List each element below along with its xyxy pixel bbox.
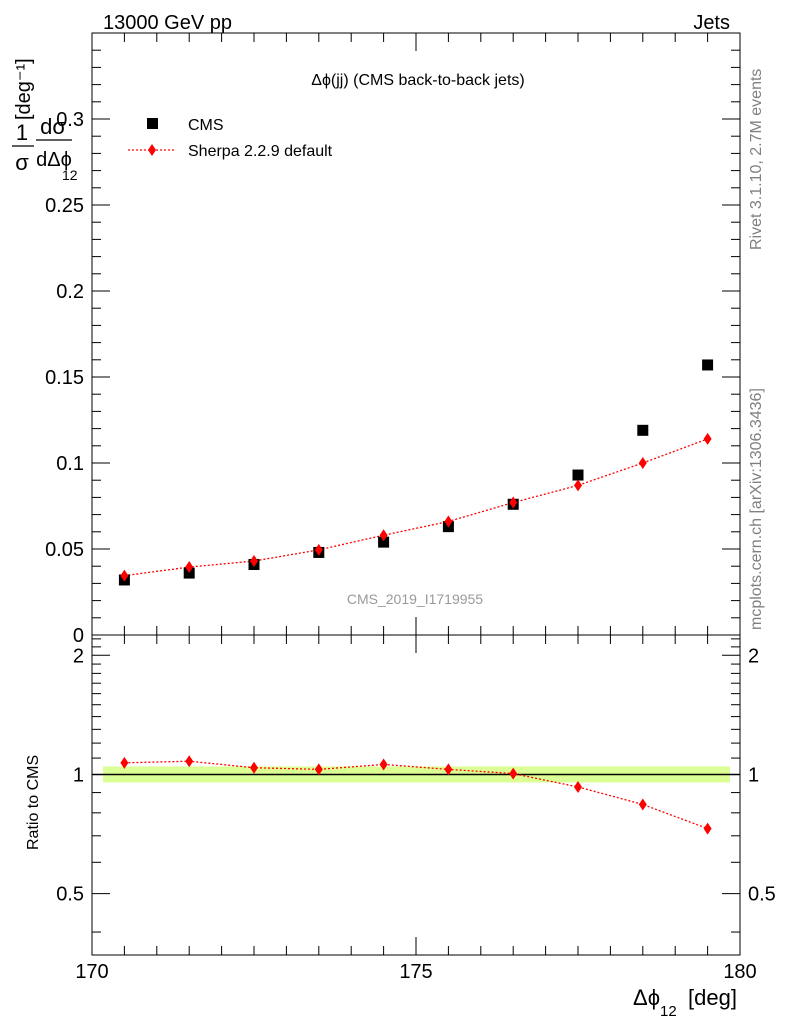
ratio-panel: 0.5 0.51 12 2 Ratio to CMS 170 175 180 Δϕ 12 … — [25, 634, 776, 1020]
ratio-ytick-label-right: 0.5 — [748, 884, 776, 906]
main-panel: 0 0.05 0.1 0.15 0.2 0.25 0.3 Δϕ(jj) (CMS back-… — [12, 32, 741, 647]
analysis-watermark: CMS_2019_I1719955 — [347, 591, 483, 607]
sherpa-point — [379, 529, 388, 542]
ylabel-numerator: 1 — [16, 120, 28, 145]
x-tick-labels: 170 175 180 — [75, 961, 756, 983]
sherpa-point — [120, 569, 129, 582]
sherpa-point — [314, 543, 323, 556]
sherpa-point — [638, 457, 647, 469]
cms-point — [572, 469, 584, 481]
ratio-sherpa-point — [250, 761, 258, 774]
ratio-series — [120, 755, 712, 835]
xlabel-unit: [deg] — [688, 985, 737, 1010]
header-right: Jets — [693, 12, 730, 34]
legend-sherpa-marker — [148, 144, 156, 156]
ratio-ytick-label-right: 1 — [748, 764, 759, 786]
main-y-tick-labels: 0 0.05 0.1 0.15 0.2 0.25 0.3 — [45, 109, 84, 647]
ratio-ytick-label-left: 1 — [73, 764, 84, 786]
ratio-sherpa-point — [379, 758, 388, 771]
ratio-sherpa-point — [574, 780, 582, 793]
xlabel-main: Δϕ — [633, 985, 660, 1010]
ratio-ytick-label-left: 2 — [73, 645, 84, 667]
sherpa-point — [250, 555, 258, 568]
sherpa-point — [509, 496, 518, 509]
main-ytick-label: 0.15 — [45, 367, 84, 389]
ratio-sherpa-point — [703, 822, 712, 835]
legend-cms-marker — [147, 118, 158, 129]
cms-point — [637, 424, 649, 436]
ratio-sherpa-point — [120, 756, 129, 769]
mcplots-label: mcplots.cern.ch [arXiv:1306.3436] — [748, 388, 765, 630]
sherpa-line — [124, 438, 708, 577]
x-tick-label: 175 — [399, 961, 432, 983]
ratio-y-tick-labels: 0.5 0.5 1 1 2 2 — [56, 645, 776, 905]
sherpa-point — [185, 561, 194, 574]
main-series — [118, 359, 714, 586]
sherpa-point — [574, 479, 582, 492]
ratio-ytick-label-left: 0.5 — [56, 884, 84, 906]
ratio-sherpa-line — [124, 760, 708, 830]
ylabel-denominator: σ — [15, 150, 29, 175]
main-ytick-label: 0.25 — [45, 195, 84, 217]
x-tick-label: 180 — [723, 961, 756, 983]
ratio-sherpa-point — [444, 763, 453, 776]
ylabel-unit: [deg⁻¹] — [13, 58, 35, 120]
cms-point — [702, 359, 714, 371]
xlabel-subscript: 12 — [660, 1003, 677, 1020]
header-left: 13000 GeV pp — [103, 12, 232, 34]
cms-point — [183, 567, 195, 579]
main-ytick-label: 0.05 — [45, 539, 84, 561]
ylabel-subscript: 12 — [62, 167, 78, 183]
cms-point — [378, 536, 390, 548]
ylabel-ddphi: dΔϕ — [36, 149, 72, 171]
x-tick-label: 170 — [75, 961, 108, 983]
ratio-sherpa-point — [638, 798, 647, 811]
plot-title: Δϕ(jj) (CMS back-to-back jets) — [311, 72, 524, 89]
legend-cms-label: CMS — [188, 117, 224, 134]
ratio-sherpa-point — [509, 767, 518, 780]
ratio-sherpa-point — [185, 755, 194, 768]
main-ytick-label: 0 — [73, 625, 84, 647]
ratio-ytick-label-right: 2 — [748, 645, 759, 667]
sherpa-point — [703, 432, 712, 445]
ratio-frame — [91, 634, 741, 956]
legend-sherpa-label: Sherpa 2.2.9 default — [188, 143, 333, 160]
main-ytick-label: 0.3 — [56, 109, 84, 131]
ratio-axis-ticks — [91, 635, 741, 955]
legend: CMS Sherpa 2.2.9 default — [128, 117, 333, 160]
main-y-axis-label: 1 σ dσ dΔϕ 12 [deg⁻¹] — [12, 58, 78, 183]
sherpa-point — [444, 515, 453, 528]
main-axis-ticks — [91, 32, 741, 636]
x-axis-label: Δϕ 12 [deg] — [633, 985, 737, 1020]
main-ytick-label: 0.2 — [56, 281, 84, 303]
rivet-label: Rivet 3.1.10, 2.7M events — [748, 69, 765, 250]
ylabel-dsigma: dσ — [40, 114, 66, 139]
main-ytick-label: 0.1 — [56, 453, 84, 475]
ratio-y-axis-label: Ratio to CMS — [25, 755, 42, 850]
ratio-sherpa-point — [314, 763, 323, 776]
